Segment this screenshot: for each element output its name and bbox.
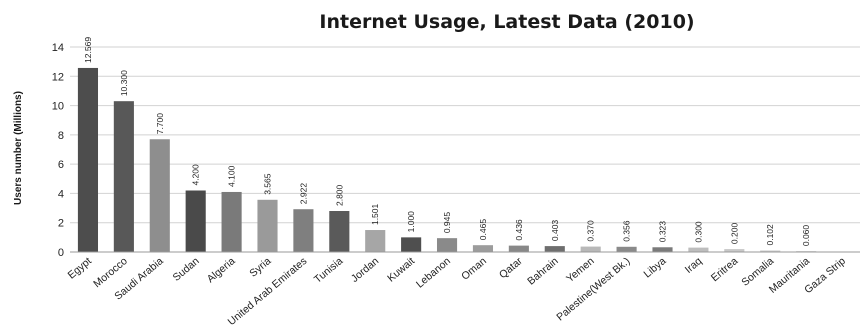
- x-tick-label: Kuwait: [385, 255, 417, 285]
- x-tick-label: Iraq: [683, 255, 705, 276]
- data-label: 1.501: [370, 203, 380, 225]
- bar: [724, 249, 745, 252]
- data-label: 0.300: [693, 221, 703, 243]
- x-tick-label: Lebanon: [414, 255, 453, 291]
- data-label: 4.100: [227, 165, 237, 187]
- data-label: 10.300: [119, 70, 129, 96]
- bar: [113, 101, 134, 252]
- data-label: 0.945: [442, 212, 452, 234]
- x-tick-label: Yemen: [564, 255, 597, 285]
- bar: [77, 67, 99, 253]
- bar: [293, 209, 314, 252]
- data-label: 0.370: [586, 220, 596, 242]
- y-tick-label: 14: [52, 42, 64, 54]
- x-tick-label: Libya: [641, 255, 668, 280]
- y-tick-label: 0: [58, 247, 64, 259]
- data-labels: 12.569 10.300 7.700 4.200 4.100 3.565 2.922 2.8…: [83, 37, 811, 246]
- bar: [472, 245, 494, 252]
- data-label: 0.060: [801, 225, 811, 247]
- bar: [436, 238, 458, 252]
- x-tick-label: Bahrain: [525, 255, 561, 288]
- data-label: 12.569: [83, 37, 93, 63]
- data-label: 3.565: [263, 173, 273, 195]
- chart-title: Internet Usage, Latest Data (2010): [319, 11, 694, 33]
- bar: [580, 246, 601, 252]
- x-tick-label: Oman: [459, 255, 489, 283]
- data-label: 0.200: [729, 223, 739, 245]
- data-label: 0.356: [622, 220, 632, 242]
- data-label: 0.323: [658, 221, 668, 243]
- bar: [401, 237, 422, 252]
- x-tick-label: Algeria: [205, 255, 238, 285]
- data-label: 0.102: [765, 224, 775, 246]
- bar: [149, 139, 170, 252]
- y-tick-label: 6: [58, 159, 64, 171]
- x-tick-label: Syria: [247, 255, 273, 280]
- y-axis-label: Users number (Millions): [13, 91, 24, 205]
- bar: [221, 191, 242, 252]
- y-tick-label: 2: [58, 218, 64, 230]
- data-label: 0.436: [514, 219, 524, 241]
- bar: [688, 247, 709, 252]
- data-label: 4.200: [191, 164, 201, 186]
- bar: [652, 247, 673, 252]
- bar: [544, 246, 565, 252]
- bar: [760, 250, 781, 252]
- bar: [616, 246, 637, 252]
- data-label: 7.700: [155, 113, 165, 135]
- y-tick-label: 12: [52, 71, 64, 83]
- bar: [185, 190, 206, 252]
- bar: [365, 230, 386, 252]
- x-tick-label: Tunisia: [312, 255, 345, 286]
- bar: [329, 211, 350, 252]
- x-tick-label: Jordan: [349, 255, 381, 285]
- x-tick-label: Egypt: [66, 255, 94, 282]
- y-axis-ticks: 0 2 4 6 8 10 12 14: [52, 42, 64, 259]
- data-label: 2.922: [298, 183, 308, 205]
- x-tick-label: Qatar: [497, 255, 525, 281]
- data-label: 1.000: [406, 211, 416, 233]
- bar: [508, 245, 529, 252]
- x-tick-label: Eritrea: [709, 255, 741, 284]
- y-tick-label: 10: [52, 101, 64, 113]
- bar: [257, 199, 278, 252]
- x-tick-label: Sudan: [171, 255, 202, 284]
- y-tick-label: 4: [58, 188, 64, 200]
- data-label: 0.403: [550, 220, 560, 242]
- data-label: 0.465: [478, 219, 488, 241]
- data-label: 2.800: [334, 184, 344, 206]
- y-tick-label: 8: [58, 130, 64, 142]
- bars: [77, 67, 817, 253]
